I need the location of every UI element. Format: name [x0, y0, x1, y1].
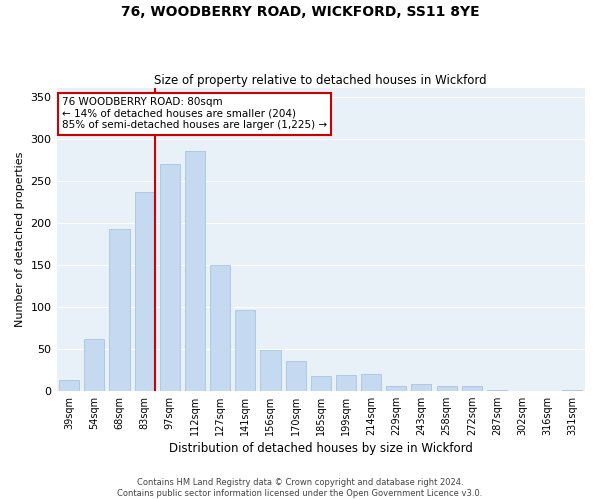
Text: Contains HM Land Registry data © Crown copyright and database right 2024.
Contai: Contains HM Land Registry data © Crown c… [118, 478, 482, 498]
Bar [461, 386, 482, 390]
Text: 76, WOODBERRY ROAD, WICKFORD, SS11 8YE: 76, WOODBERRY ROAD, WICKFORD, SS11 8YE [121, 5, 479, 19]
Bar [109, 230, 130, 390]
Title: Size of property relative to detached houses in Wickford: Size of property relative to detached ho… [154, 74, 487, 87]
X-axis label: Distribution of detached houses by size in Wickford: Distribution of detached houses by size … [169, 442, 473, 455]
Bar [134, 192, 155, 390]
Bar [286, 362, 305, 390]
Bar [59, 380, 79, 390]
Bar [336, 374, 356, 390]
Bar [235, 310, 256, 390]
Bar [210, 266, 230, 390]
Text: 76 WOODBERRY ROAD: 80sqm
← 14% of detached houses are smaller (204)
85% of semi-: 76 WOODBERRY ROAD: 80sqm ← 14% of detach… [62, 97, 327, 130]
Bar [160, 164, 180, 390]
Bar [412, 384, 431, 390]
Bar [437, 386, 457, 390]
Bar [185, 151, 205, 390]
Bar [260, 350, 281, 391]
Bar [386, 386, 406, 390]
Y-axis label: Number of detached properties: Number of detached properties [15, 152, 25, 327]
Bar [311, 376, 331, 390]
Bar [84, 338, 104, 390]
Bar [361, 374, 381, 390]
